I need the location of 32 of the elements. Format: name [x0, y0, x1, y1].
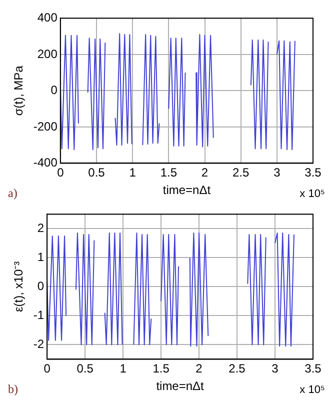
x-tick-label: 3.5 — [304, 166, 322, 180]
x-tick-label: 2.5 — [228, 362, 246, 376]
x-tick-label: 2 — [196, 362, 203, 376]
x-tick-label: 1.5 — [152, 362, 170, 376]
y-tick-label: 200 — [37, 46, 58, 61]
x-tick-label: 1 — [129, 166, 136, 180]
text: x 10⁵ — [300, 188, 325, 200]
y-tick-label: 400 — [37, 10, 58, 25]
y-tick-label: -200 — [33, 119, 58, 134]
x-axis-title: time=nΔt — [156, 379, 205, 394]
x-axis-title: time=nΔt — [162, 183, 212, 198]
x-tick-label: 3.5 — [304, 362, 322, 376]
text: a) — [8, 186, 18, 201]
x-tick-label: 0.5 — [76, 362, 94, 376]
y-tick-label: 0 — [50, 83, 58, 98]
y-tick-label: -400 — [33, 156, 58, 170]
x-tick-label: 3 — [274, 166, 281, 180]
text: x 10⁵ — [300, 384, 325, 396]
x-tick-label: 3 — [272, 362, 279, 376]
y-tick-label: 1 — [37, 250, 44, 264]
x-tick-label: 1 — [120, 362, 127, 376]
y-axis-title: ε(t), x10⁻³ — [12, 261, 26, 312]
x-tick-label: 0.5 — [88, 166, 106, 180]
y-tick-label: 2 — [37, 221, 44, 236]
x-tick-label: 2 — [201, 166, 208, 180]
text: b) — [8, 382, 18, 397]
y-axis-title: σ(t), MPa — [12, 65, 26, 116]
y-tick-label: -1 — [33, 308, 44, 322]
y-tick-label: 0 — [37, 279, 44, 294]
x-tick-label: 2.5 — [232, 166, 250, 180]
y-tick-label: -2 — [33, 337, 44, 352]
x-tick-label: 1.5 — [160, 166, 178, 180]
